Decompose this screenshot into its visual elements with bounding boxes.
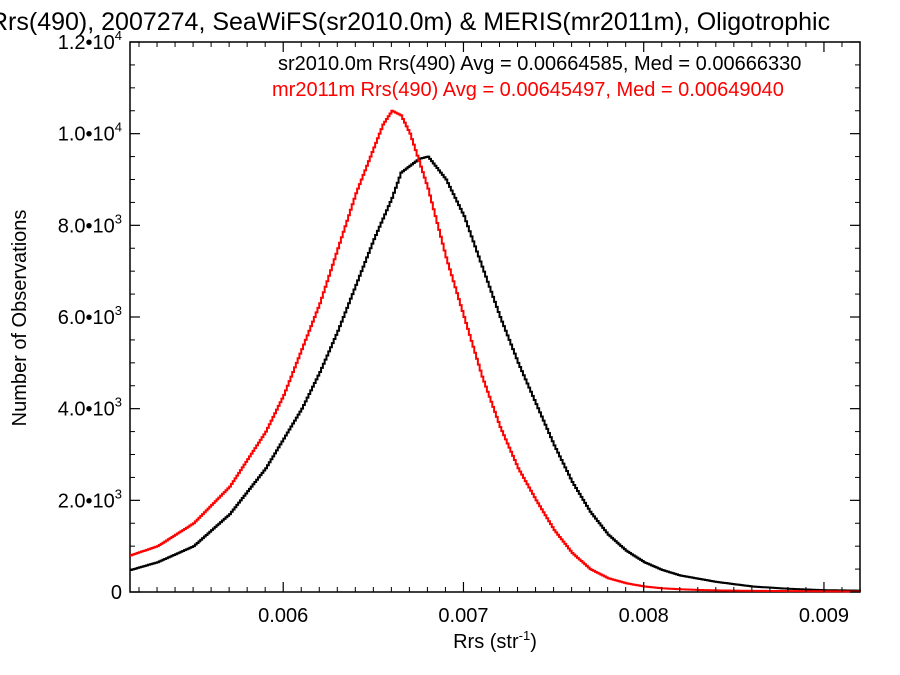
x-tick-label: 0.007 (438, 605, 488, 627)
x-tick-label: 0.009 (799, 605, 849, 627)
y-axis-label: Number of Observations (9, 210, 31, 427)
y-axis: 0 2.0•103 4.0•103 6.0•103 8.0•103 1.0•104 1.2•… (58, 28, 860, 604)
plot-area (129, 41, 861, 593)
x-axis-label: Rrs (str-1) (453, 628, 537, 653)
y-tick-label: 4.0•103 (58, 395, 122, 421)
x-axis-label-main: Rrs (str (453, 631, 519, 653)
x-tick-label: 0.006 (258, 605, 308, 627)
x-axis-label-sup: -1 (519, 628, 531, 643)
x-tick-label: 0.008 (619, 605, 669, 627)
y-tick-label: 1.0•104 (58, 120, 122, 146)
series-line-1 (130, 109, 861, 593)
y-tick-label: 8.0•103 (58, 211, 122, 237)
x-axis-label-end: ) (530, 631, 537, 653)
x-axis: 0.006 0.007 0.008 0.009 (138, 42, 861, 627)
annotation-sr2010: sr2010.0m Rrs(490) Avg = 0.00664585, Med… (278, 53, 801, 75)
chart-title: Rrs(490), 2007274, SeaWiFS(sr2010.0m) & … (0, 8, 830, 36)
y-tick-label: 2.0•103 (58, 486, 122, 512)
y-tick-label: 6.0•103 (58, 303, 122, 329)
plot-frame (129, 41, 861, 593)
y-tick-label: 0 (111, 582, 122, 604)
series-layer (130, 109, 861, 593)
annotation-mr2011: mr2011m Rrs(490) Avg = 0.00645497, Med =… (272, 79, 784, 101)
y-tick-label: 1.2•104 (58, 28, 122, 54)
series-line-0 (130, 155, 861, 592)
